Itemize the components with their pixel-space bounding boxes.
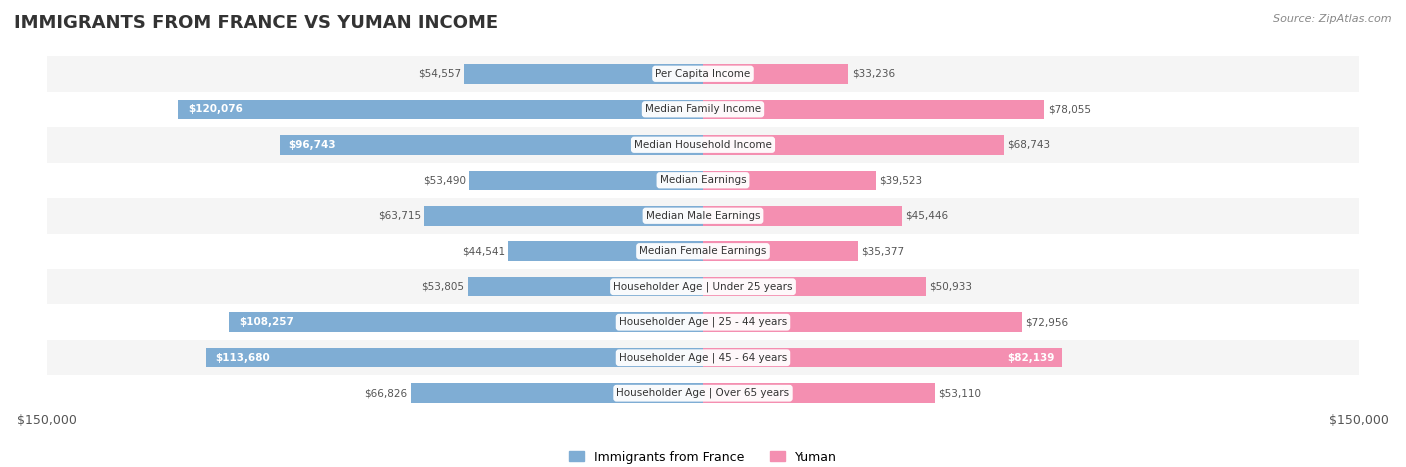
Text: $113,680: $113,680 [215,353,270,363]
Bar [46,234,1360,269]
Bar [46,56,1360,92]
Bar [703,312,1022,332]
Bar [46,198,1360,234]
Bar [703,170,876,190]
Text: Householder Age | Over 65 years: Householder Age | Over 65 years [616,388,790,398]
Text: $45,446: $45,446 [905,211,948,221]
Text: $44,541: $44,541 [461,246,505,256]
Bar [470,170,703,190]
Text: $35,377: $35,377 [860,246,904,256]
Bar [46,269,1360,304]
Bar [703,277,925,297]
Text: $78,055: $78,055 [1047,104,1091,114]
Text: Median Household Income: Median Household Income [634,140,772,150]
Text: $108,257: $108,257 [239,317,294,327]
Bar [177,99,703,119]
Bar [703,206,901,226]
Bar [464,64,703,84]
Text: Householder Age | 25 - 44 years: Householder Age | 25 - 44 years [619,317,787,327]
Text: $53,490: $53,490 [423,175,465,185]
Bar [46,375,1360,411]
Text: $82,139: $82,139 [1008,353,1054,363]
Bar [703,64,848,84]
Text: Source: ZipAtlas.com: Source: ZipAtlas.com [1274,14,1392,24]
Text: $66,826: $66,826 [364,388,408,398]
Text: Per Capita Income: Per Capita Income [655,69,751,79]
Bar [703,241,858,261]
Bar [46,163,1360,198]
Bar [425,206,703,226]
Bar [280,135,703,155]
Text: Median Earnings: Median Earnings [659,175,747,185]
Bar [411,383,703,403]
Text: Median Female Earnings: Median Female Earnings [640,246,766,256]
Text: Householder Age | 45 - 64 years: Householder Age | 45 - 64 years [619,353,787,363]
Text: $120,076: $120,076 [188,104,243,114]
Text: $68,743: $68,743 [1007,140,1050,150]
Legend: Immigrants from France, Yuman: Immigrants from France, Yuman [564,446,842,467]
Bar [46,340,1360,375]
Text: Householder Age | Under 25 years: Householder Age | Under 25 years [613,282,793,292]
Bar [508,241,703,261]
Bar [468,277,703,297]
Text: $63,715: $63,715 [378,211,420,221]
Bar [46,92,1360,127]
Bar [205,348,703,368]
Text: $96,743: $96,743 [288,140,336,150]
Text: IMMIGRANTS FROM FRANCE VS YUMAN INCOME: IMMIGRANTS FROM FRANCE VS YUMAN INCOME [14,14,498,32]
Bar [229,312,703,332]
Text: $53,805: $53,805 [422,282,464,292]
Bar [703,383,935,403]
Text: $50,933: $50,933 [929,282,972,292]
Text: Median Male Earnings: Median Male Earnings [645,211,761,221]
Bar [703,348,1063,368]
Text: $33,236: $33,236 [852,69,894,79]
Text: Median Family Income: Median Family Income [645,104,761,114]
Bar [703,135,1004,155]
Text: $72,956: $72,956 [1025,317,1069,327]
Text: $54,557: $54,557 [418,69,461,79]
Bar [46,127,1360,163]
Bar [703,99,1045,119]
Text: $53,110: $53,110 [939,388,981,398]
Bar [46,304,1360,340]
Text: $39,523: $39,523 [879,175,922,185]
